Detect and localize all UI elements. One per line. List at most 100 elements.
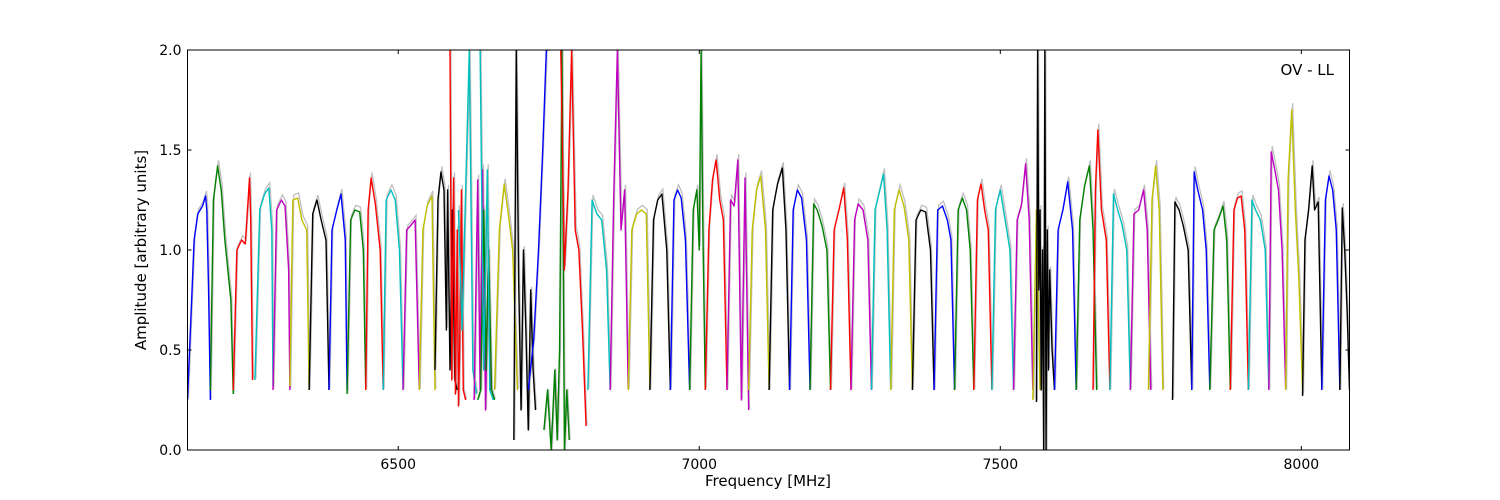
series-line-1 xyxy=(187,195,212,401)
reference-line xyxy=(1192,166,1212,389)
series-line-63 xyxy=(1321,175,1341,391)
x-tick-label: 7500 xyxy=(982,457,1018,473)
reference-line xyxy=(290,192,311,389)
series-line-42 xyxy=(933,205,956,391)
series-line-8 xyxy=(328,193,348,391)
series-line-36 xyxy=(809,203,832,391)
x-tick-label: 8000 xyxy=(1284,457,1320,473)
series-line-26 xyxy=(609,50,629,391)
reference-line xyxy=(588,194,612,389)
series-line-45 xyxy=(991,189,1015,391)
series-line-61 xyxy=(1284,109,1304,391)
reference-line xyxy=(403,213,421,389)
series-line-64 xyxy=(1339,207,1350,391)
reference-line xyxy=(650,187,672,389)
reference-line xyxy=(1285,103,1305,389)
reference-line xyxy=(1269,145,1288,389)
chart-annotation: OV - LL xyxy=(1281,61,1335,79)
series-line-24 xyxy=(560,50,587,427)
series-line-19 xyxy=(479,50,495,401)
series-line-50 xyxy=(1075,165,1098,391)
reference-line xyxy=(992,184,1016,389)
reference-line xyxy=(255,180,275,385)
y-tick-label: 2.0 xyxy=(159,43,181,59)
series-line-10 xyxy=(365,177,384,391)
series-line-55 xyxy=(1171,201,1193,401)
series-line-51 xyxy=(1092,129,1111,391)
reference-line xyxy=(810,196,833,389)
y-tick-label: 1.5 xyxy=(159,143,181,159)
series-line-27 xyxy=(627,209,651,391)
reference-line xyxy=(419,190,437,389)
reference-line xyxy=(309,194,331,389)
series-line-33 xyxy=(747,175,770,391)
reference-line xyxy=(1172,196,1194,400)
series-line-49 xyxy=(1053,181,1077,391)
series-line-12 xyxy=(402,219,420,391)
series-line-59 xyxy=(1247,199,1270,391)
series-line-32 xyxy=(726,159,750,411)
series-line-58 xyxy=(1229,195,1250,391)
series-line-11 xyxy=(382,189,404,391)
series-line-44 xyxy=(973,183,993,391)
axis-ticks: 6500 7000 7500 8000 0.0 0.5 1.0 1.5 2.0 xyxy=(159,43,1350,473)
series-line-48 xyxy=(1035,50,1056,450)
series-line-7 xyxy=(308,199,330,391)
series-line-37 xyxy=(829,187,852,391)
series-line-9 xyxy=(346,209,367,395)
reference-line xyxy=(1340,203,1350,389)
series-line-56 xyxy=(1191,171,1211,391)
series-line-20 xyxy=(493,183,519,391)
series-line-57 xyxy=(1209,205,1231,391)
series-line-28 xyxy=(649,193,672,391)
y-tick-label: 0.5 xyxy=(159,343,181,359)
reference-line xyxy=(477,205,497,400)
reference-line xyxy=(851,197,874,389)
series-line-34 xyxy=(768,167,791,391)
series-line-35 xyxy=(788,189,811,391)
x-axis-label: Frequency [MHz] xyxy=(705,472,831,490)
reference-line xyxy=(1230,189,1250,389)
series-line-40 xyxy=(890,189,914,391)
reference-line xyxy=(954,190,976,389)
x-tick-label: 7000 xyxy=(681,457,717,473)
series-line-6 xyxy=(289,197,310,391)
series-line-21 xyxy=(513,50,537,441)
reference-line xyxy=(1322,170,1342,389)
plot-area xyxy=(187,50,1350,450)
series-line-31 xyxy=(704,159,728,391)
reference-line xyxy=(912,204,936,389)
x-tick-label: 6500 xyxy=(380,457,416,473)
reference-line xyxy=(561,50,588,426)
reference-line xyxy=(670,183,692,389)
series-line-30 xyxy=(688,50,706,391)
reference-line xyxy=(1148,160,1165,389)
series-line-43 xyxy=(953,197,975,391)
reference-line xyxy=(769,162,792,389)
series-line-60 xyxy=(1268,151,1287,391)
series-line-39 xyxy=(870,173,892,391)
reference-line xyxy=(610,50,630,389)
y-tick-label: 0.0 xyxy=(159,443,181,459)
reference-line xyxy=(273,193,292,389)
series-line-29 xyxy=(669,189,691,391)
reference-line xyxy=(365,172,385,389)
series-line-18 xyxy=(477,209,496,401)
reference-line xyxy=(1110,188,1132,389)
reference-line xyxy=(974,178,994,389)
reference-line xyxy=(934,200,957,389)
series-line-2 xyxy=(209,165,234,395)
series-line-16 xyxy=(457,50,478,395)
series-line-41 xyxy=(911,209,935,391)
series-line-15 xyxy=(449,50,467,407)
series-line-53 xyxy=(1129,189,1152,391)
y-tick-label: 1.0 xyxy=(159,243,181,259)
series-line-38 xyxy=(850,203,873,391)
series-line-3 xyxy=(232,177,254,391)
y-axis-label: Amplitude [arbitrary units] xyxy=(132,150,150,350)
reference-line xyxy=(727,154,751,410)
reference-line xyxy=(1248,194,1271,389)
series-line-62 xyxy=(1301,165,1323,397)
